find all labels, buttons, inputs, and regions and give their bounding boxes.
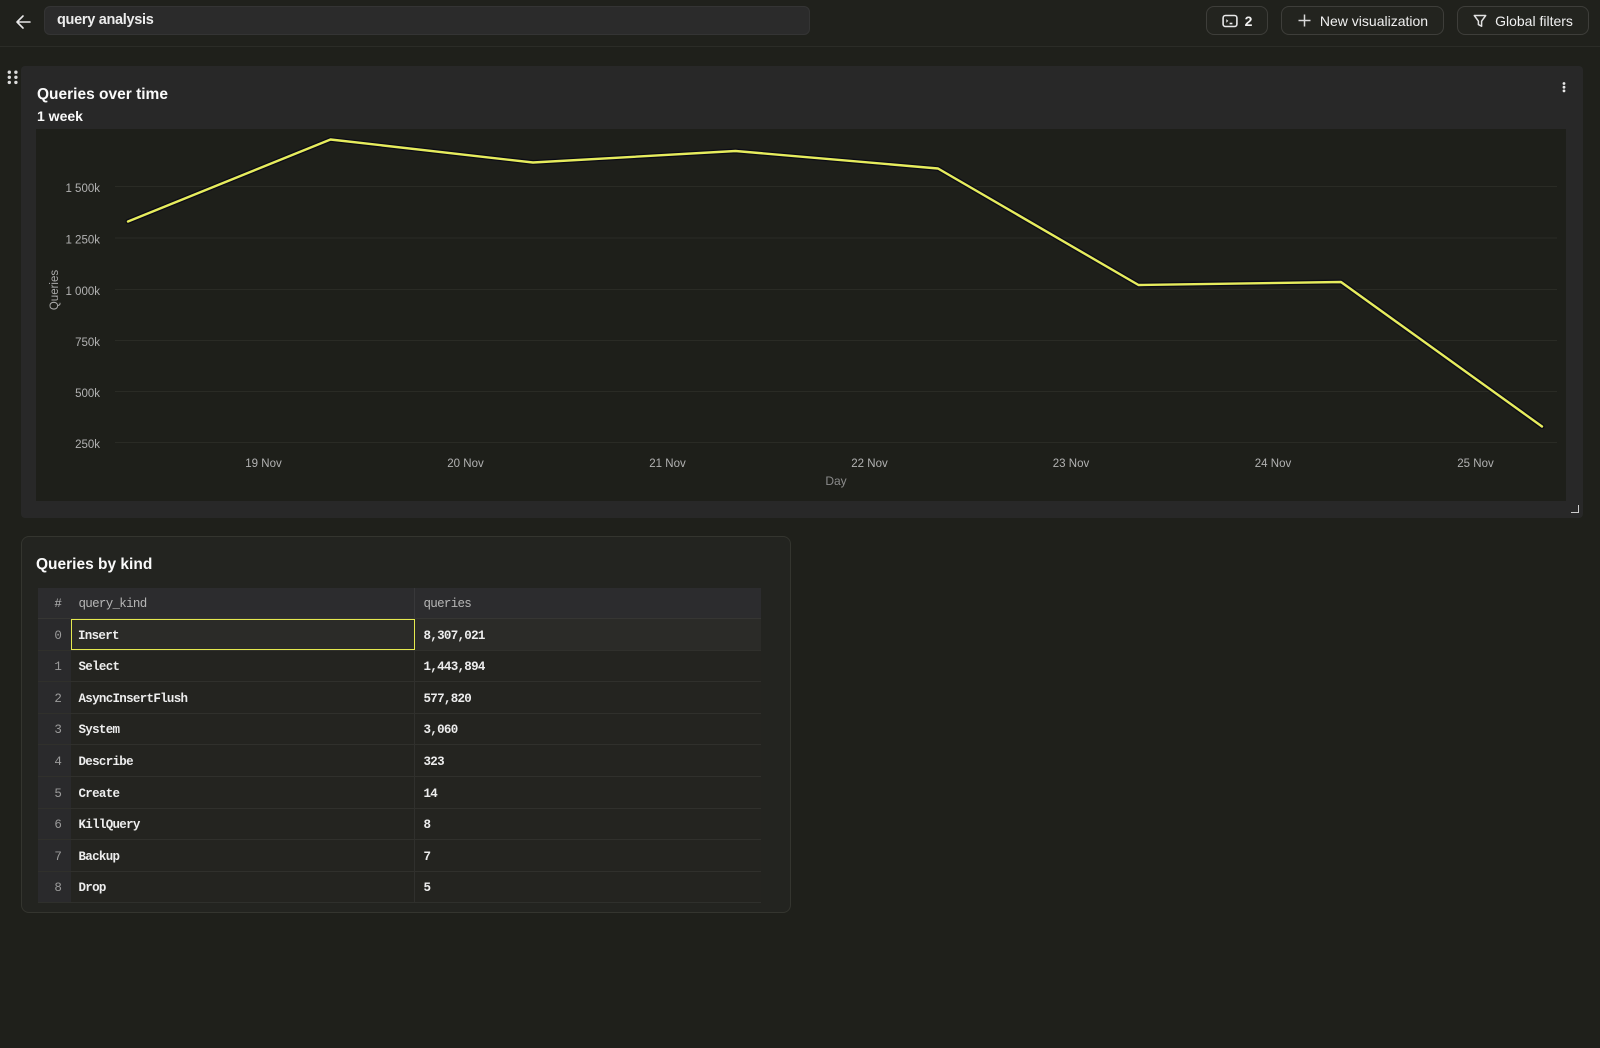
svg-text:1 250k: 1 250k	[65, 235, 100, 247]
svg-text:1 000k: 1 000k	[65, 286, 100, 298]
svg-text:22 Nov: 22 Nov	[851, 458, 888, 470]
svg-text:25 Nov: 25 Nov	[1457, 458, 1494, 470]
svg-text:500k: 500k	[75, 388, 100, 400]
svg-text:750k: 750k	[75, 337, 100, 349]
svg-text:21 Nov: 21 Nov	[649, 458, 686, 470]
svg-text:24 Nov: 24 Nov	[1255, 458, 1292, 470]
svg-text:23 Nov: 23 Nov	[1053, 458, 1090, 470]
svg-text:250k: 250k	[75, 439, 100, 451]
svg-text:19 Nov: 19 Nov	[245, 458, 282, 470]
svg-text:20 Nov: 20 Nov	[447, 458, 484, 470]
svg-text:Day: Day	[825, 474, 846, 488]
svg-text:1 500k: 1 500k	[65, 183, 100, 195]
svg-text:Queries: Queries	[49, 270, 61, 311]
